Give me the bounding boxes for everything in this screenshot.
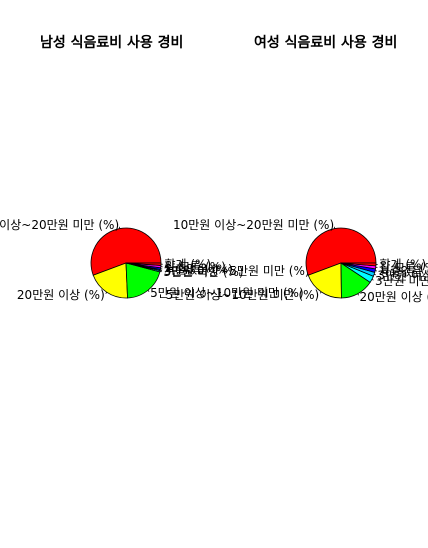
pie-slice-right-0 xyxy=(305,227,377,276)
pie-left: 10만원 이상~20만원 미만 (%) 20만원 이상 (%) 5만원 이상~10만… xyxy=(0,218,310,302)
pie-label-right-7: 합계 (%) xyxy=(379,258,426,272)
pie-label-left-2: 5만원 이상~10만원 미만 (%) xyxy=(150,286,303,300)
pie-right: 10만원 이상~20만원 미만 (%) 5만원 이상~10만원 미만 (%) 20만… xyxy=(166,218,428,304)
pie-label-left-5: 지출없음 (%) xyxy=(164,262,233,276)
pie-label-left-7: 합계 (%) xyxy=(164,257,211,271)
pie-label-right-2: 20만원 이상 (%) xyxy=(359,290,428,304)
pie-tick-right-3 xyxy=(371,279,374,281)
pie-slice-right-7 xyxy=(340,262,377,267)
pie-tick-left-2 xyxy=(147,289,150,292)
pie-label-left-3: 3만원 미만 (%) xyxy=(163,265,243,279)
pie-label-left-4: 3만원 이상~5만원 미만 (%) xyxy=(164,264,310,278)
pie-label-right-0: 10만원 이상~20만원 미만 (%) xyxy=(173,218,334,232)
pie-label-right-3: 3만원 미만 (%) xyxy=(375,274,428,288)
pie-tick-right-4 xyxy=(373,273,376,276)
pie-tick-left-1 xyxy=(105,291,108,294)
pie-label-right-4: 3만원 이상~5만원 미만 (%) xyxy=(377,268,428,282)
pie-slice-left-1 xyxy=(92,262,128,299)
pie-label-right-6: 잘 모름 (%) xyxy=(379,261,428,275)
pie-slice-left-0 xyxy=(90,227,162,276)
pie-tick-right-1 xyxy=(319,291,322,294)
pie-label-left-6: 잘 모름 (%) xyxy=(164,260,226,274)
pie-label-right-1: 5만원 이상~10만원 미만 (%) xyxy=(166,288,320,302)
chart-title-right: 여성 식음료비 사용 경비 xyxy=(254,35,398,51)
pie-label-left-1: 20만원 이상 (%) xyxy=(17,288,105,302)
pie-label-right-5: 지출없음 (%) xyxy=(379,264,428,278)
pie-slice-right-1 xyxy=(307,262,342,299)
pie-tick-right-2 xyxy=(357,293,359,296)
pie-label-left-0: 10만원 이상~20만원 미만 (%) xyxy=(0,218,119,232)
chart-title-left: 남성 식음료비 사용 경비 xyxy=(40,35,184,51)
